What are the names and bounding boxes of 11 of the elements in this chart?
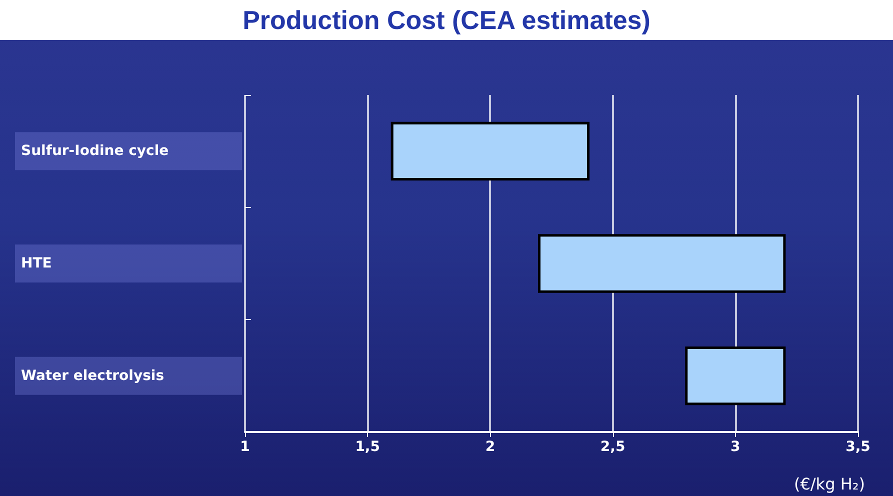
x-tick-label: 1,5 [355,439,380,455]
x-tick-label: 3 [730,439,740,455]
y-tick-label: Sulfur-Iodine cycle [21,143,169,160]
chart-title: Production Cost (CEA estimates) [242,5,650,35]
x-tick-label: 2,5 [600,439,626,455]
y-tick-label: HTE [21,256,52,272]
x-tick-label: 3,5 [846,439,870,455]
x-tick-label: 2 [485,439,496,455]
x-axis-title: (€/kg H₂) [794,474,866,494]
x-tick-label: 1 [240,439,250,455]
y-tick-label: Water electrolysis [21,368,164,384]
